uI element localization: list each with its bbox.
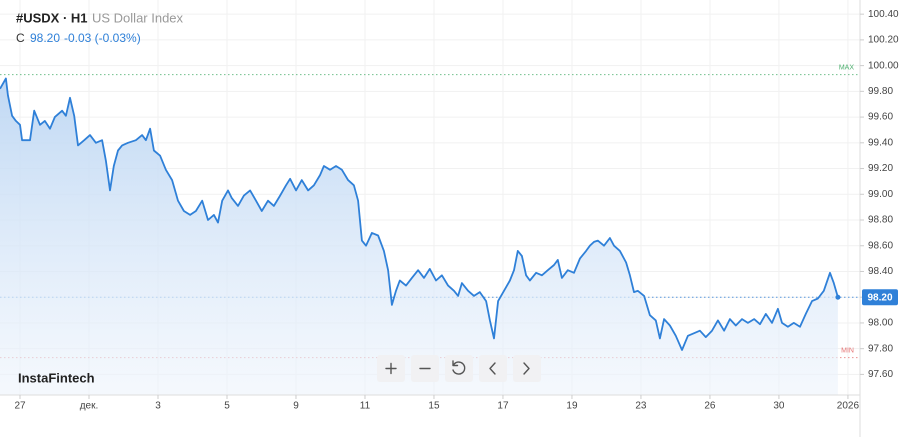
x-tick-label: 9 [293, 401, 299, 412]
x-tick-label: 5 [224, 401, 230, 412]
close-value: 98.20 [30, 31, 60, 45]
y-tick-label: 97.80 [868, 343, 893, 354]
toolbar [377, 355, 541, 382]
x-tick-label: 26 [704, 401, 716, 412]
y-tick-label: 99.80 [868, 86, 893, 97]
x-tick-label: 27 [14, 401, 26, 412]
scroll-left-button[interactable] [479, 355, 507, 382]
y-tick-label: 100.00 [868, 60, 899, 71]
symbol: #USDX · H1 [16, 10, 88, 25]
x-tick-label: 2026 [837, 401, 860, 412]
y-tick-label: 100.20 [868, 35, 899, 46]
x-tick-label: 11 [360, 401, 371, 412]
zoom-out-button[interactable] [411, 355, 439, 382]
y-tick-label: 99.20 [868, 163, 893, 174]
last-point [835, 294, 841, 300]
y-tick-label: 97.60 [868, 369, 893, 380]
close-label: C [16, 31, 25, 45]
y-tick-label: 99.40 [868, 137, 893, 148]
y-tick-label: 98.00 [868, 318, 893, 329]
y-tick-label: 100.40 [868, 9, 899, 20]
x-tick-label: 15 [428, 401, 440, 412]
price-tag-label: 98.20 [867, 292, 892, 303]
x-tick-label: 23 [635, 401, 647, 412]
line [0, 77, 839, 351]
axes: 97.60 97.80 98.00 98.20 98.40 98.60 98.80 99.00… [14, 9, 899, 412]
watermark: InstaFintech [18, 370, 95, 385]
y-tick-label: 98.40 [868, 266, 893, 277]
price-tag [862, 289, 898, 306]
change: -0.03 (-0.03%) [64, 31, 141, 45]
instrument-name: US Dollar Index [92, 10, 184, 25]
x-tick-label: 30 [773, 401, 785, 412]
plot: MAX MIN [0, 64, 860, 395]
scroll-right-button[interactable] [513, 355, 541, 382]
y-tick-label: 99.00 [868, 189, 893, 200]
area [0, 78, 838, 395]
y-tick-label: 99.60 [868, 112, 893, 123]
min-line-label: MIN [841, 348, 854, 355]
x-tick-label: 17 [497, 401, 509, 412]
x-tick-label: 3 [155, 401, 161, 412]
max-line-label: MAX [839, 64, 855, 71]
x-tick-label: дек. [80, 401, 99, 412]
reset-button[interactable] [445, 355, 473, 382]
y-tick-label: 98.80 [868, 215, 893, 226]
y-tick-label: 98.60 [868, 240, 893, 251]
zoom-in-button[interactable] [377, 355, 405, 382]
x-tick-label: 19 [566, 401, 578, 412]
